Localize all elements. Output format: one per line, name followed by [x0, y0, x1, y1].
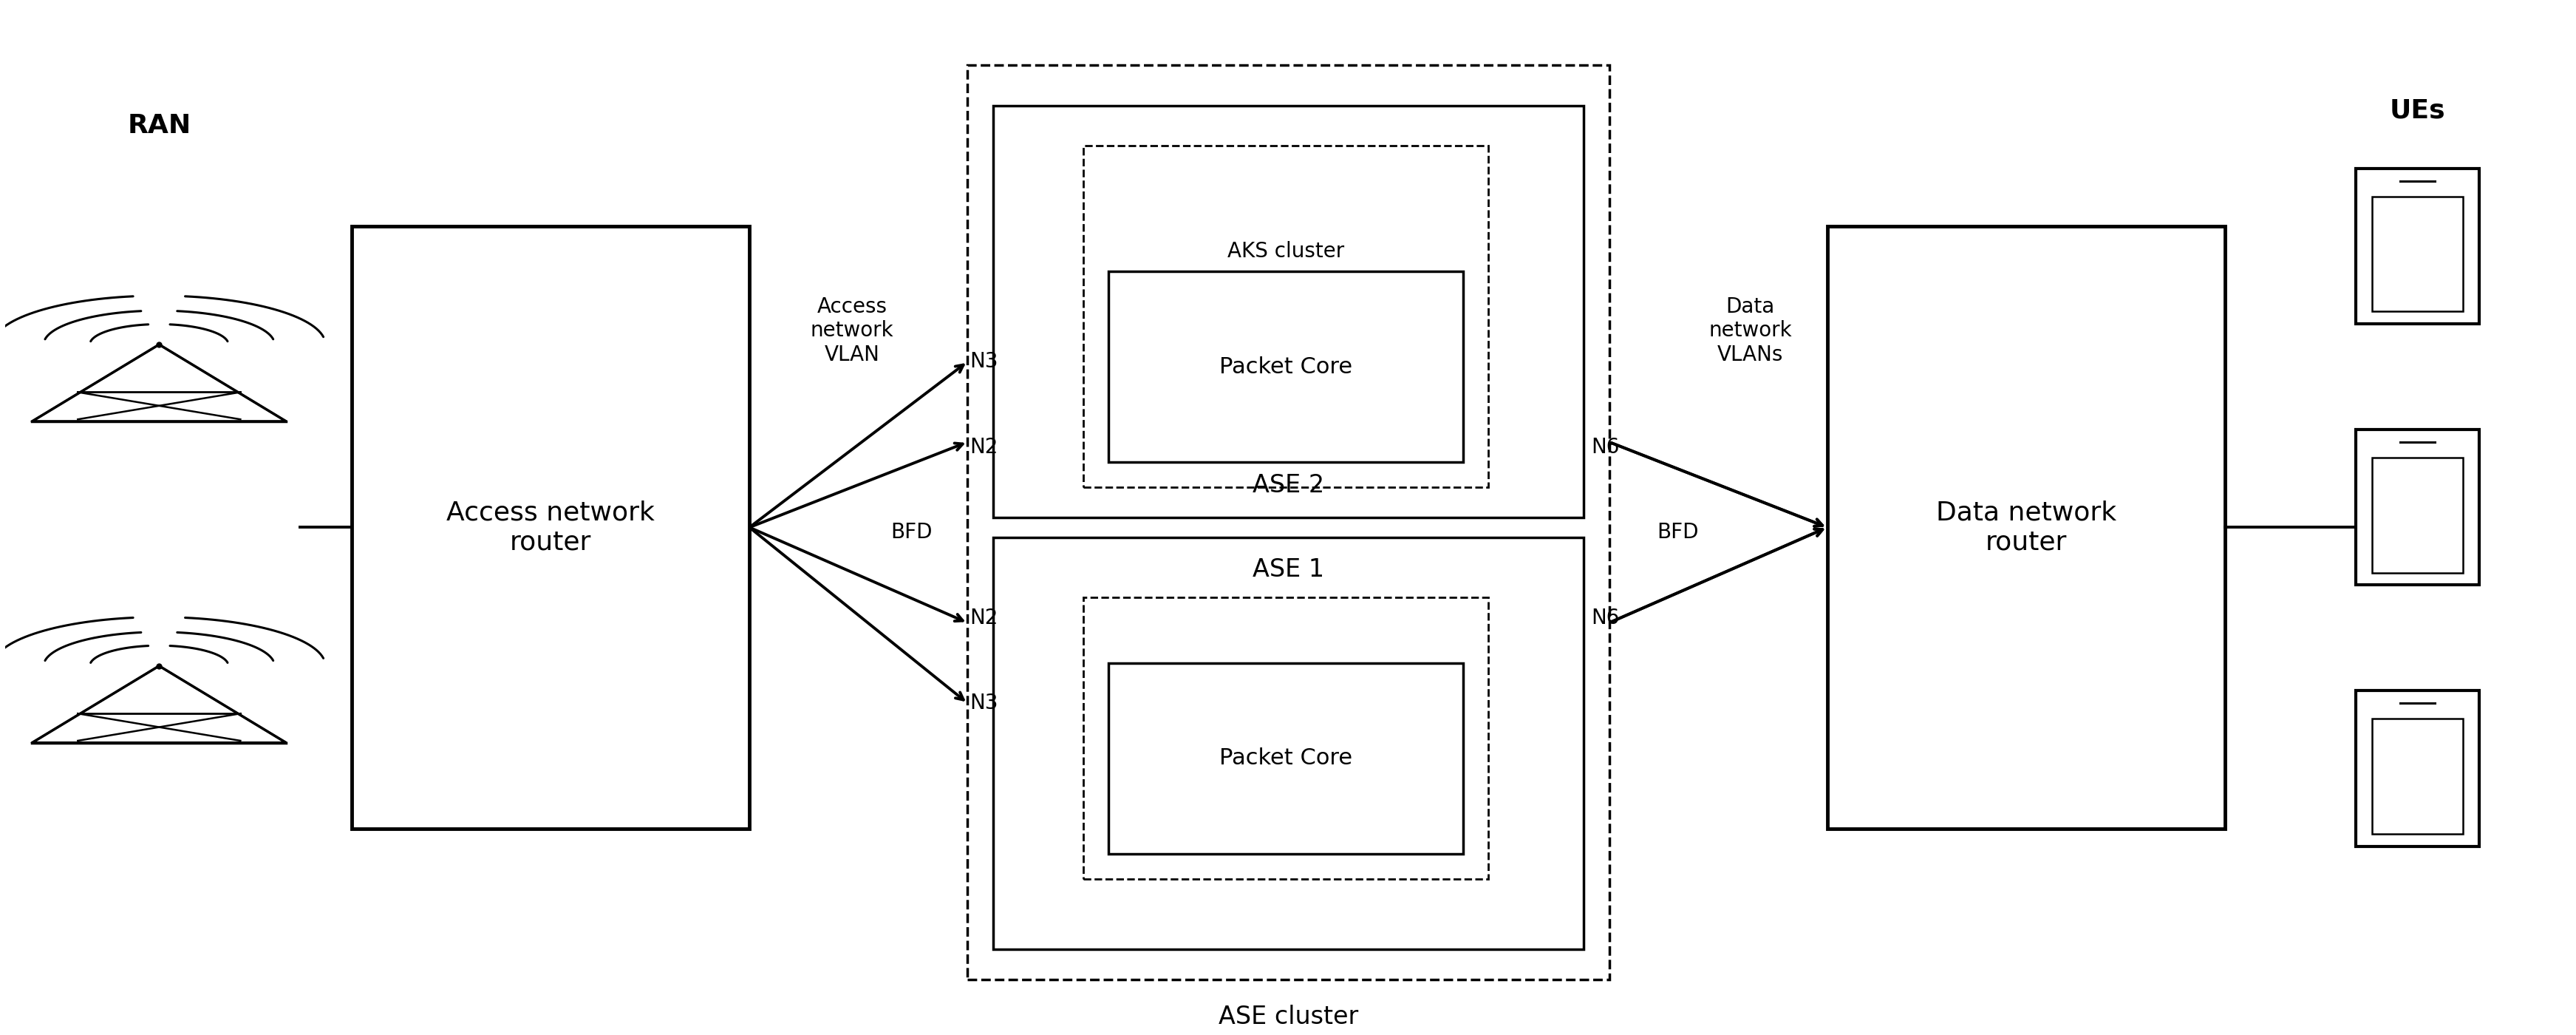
Text: BFD: BFD	[891, 522, 933, 542]
Bar	[966, 65, 1610, 979]
Bar	[2372, 197, 2463, 312]
Bar	[992, 106, 1584, 518]
Text: N3: N3	[969, 692, 997, 713]
Text: N6: N6	[1592, 608, 1620, 628]
Text: UEs: UEs	[2388, 98, 2445, 123]
Bar	[1826, 226, 2226, 829]
Text: Data network
router: Data network router	[1935, 500, 2115, 555]
Text: N2: N2	[969, 608, 997, 628]
Text: BFD: BFD	[1656, 522, 1698, 542]
Text: Packet Core: Packet Core	[1218, 747, 1352, 769]
Bar	[992, 537, 1584, 949]
Text: N2: N2	[969, 437, 997, 457]
Text: ASE 2: ASE 2	[1252, 473, 1324, 497]
Text: Packet Core: Packet Core	[1218, 356, 1352, 378]
Bar	[2354, 430, 2478, 585]
Text: N6: N6	[1592, 437, 1620, 457]
Text: AKS cluster: AKS cluster	[1226, 241, 1345, 262]
Bar	[2354, 169, 2478, 324]
Bar	[2372, 457, 2463, 572]
Bar	[1082, 597, 1489, 879]
Bar	[2354, 690, 2478, 847]
Text: Access network
router: Access network router	[446, 500, 654, 555]
Text: Access
network
VLAN: Access network VLAN	[811, 296, 894, 365]
Bar	[350, 226, 750, 829]
Bar	[2372, 718, 2463, 834]
Text: ASE 1: ASE 1	[1252, 558, 1324, 582]
Text: Data
network
VLANs: Data network VLANs	[1708, 296, 1790, 365]
Bar	[1082, 146, 1489, 487]
Text: N3: N3	[969, 351, 997, 372]
Text: RAN: RAN	[126, 113, 191, 139]
Bar	[1108, 271, 1463, 462]
Bar	[1108, 663, 1463, 854]
Text: ASE cluster: ASE cluster	[1218, 1004, 1358, 1029]
